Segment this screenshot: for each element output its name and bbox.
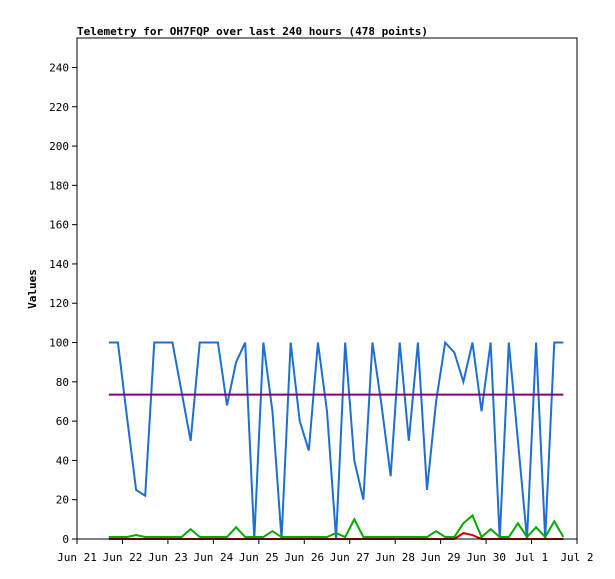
y-tick-label: 80 <box>56 376 69 389</box>
y-tick-label: 100 <box>49 337 69 350</box>
y-tick-label: 180 <box>49 179 69 192</box>
x-tick-label: Jun 30 <box>466 551 506 564</box>
x-tick-label: Jun 28 <box>375 551 415 564</box>
chart-title: Telemetry for OH7FQP over last 240 hours… <box>77 25 428 38</box>
y-tick-label: 220 <box>49 101 69 114</box>
y-axis-label: Values <box>26 269 39 309</box>
plot-frame <box>76 37 578 540</box>
x-tick-label: Jun 21 <box>57 551 97 564</box>
y-tick-label: 240 <box>49 61 69 74</box>
y-tick-label: 60 <box>56 415 69 428</box>
x-tick-label: Jun 26 <box>284 551 324 564</box>
y-tick-label: 120 <box>49 297 69 310</box>
y-tick-label: 160 <box>49 219 69 232</box>
y-tick-label: 0 <box>62 533 69 546</box>
x-tick-label: Jun 27 <box>330 551 370 564</box>
x-tick-label: Jul 1 <box>515 551 548 564</box>
x-tick-label: Jun 24 <box>193 551 233 564</box>
y-tick-label: 200 <box>49 140 69 153</box>
y-tick-label: 140 <box>49 258 69 271</box>
y-tick-label: 20 <box>56 494 69 507</box>
x-tick-label: Jun 29 <box>421 551 461 564</box>
series-line <box>108 513 565 539</box>
x-tick-label: Jun 23 <box>148 551 188 564</box>
y-tick-label: 40 <box>56 454 69 467</box>
x-tick-label: Jul 2 <box>560 551 593 564</box>
x-tick-label: Jun 22 <box>103 551 143 564</box>
x-tick-label: Jun 25 <box>239 551 279 564</box>
